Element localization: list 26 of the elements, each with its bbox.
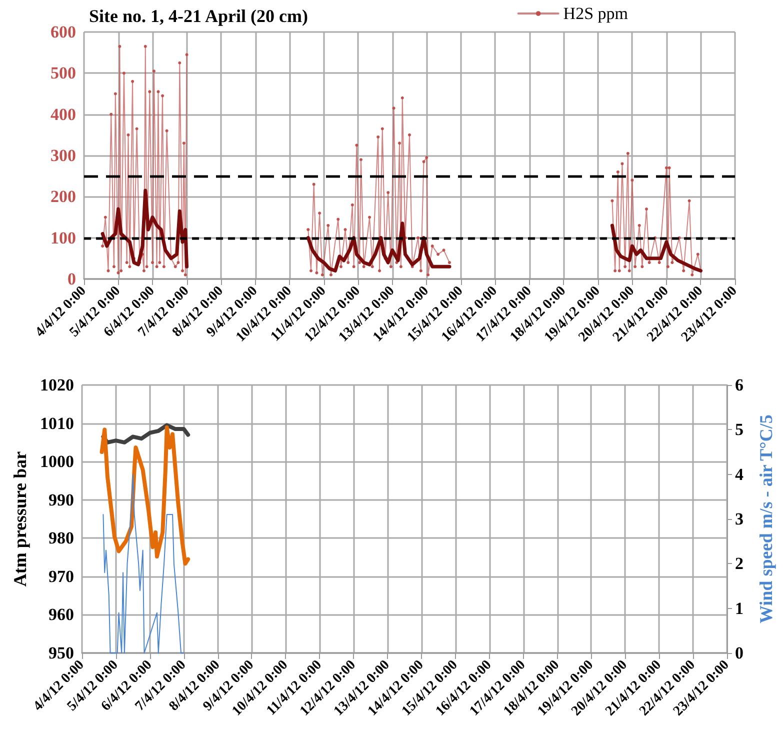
y2-tick-label: 6 <box>735 376 744 394</box>
y-tick-label: 1000 <box>40 452 74 472</box>
y2-tick-label: 0 <box>735 644 744 662</box>
y-tick-label: 950 <box>48 644 74 662</box>
y-tick-label: 990 <box>48 490 74 510</box>
y-tick-label: 600 <box>50 22 76 42</box>
y-tick-label: 100 <box>50 228 76 248</box>
y2-tick-label: 4 <box>735 464 744 484</box>
y-tick-label: 200 <box>50 187 76 206</box>
y2-tick-label: 2 <box>735 554 744 574</box>
y2-axis-title: Wind speed m/s - air T°C/5 <box>756 414 776 624</box>
y-tick-label: 0 <box>68 270 76 288</box>
y2-tick-label: 3 <box>735 510 744 528</box>
y-tick-label: 300 <box>50 146 76 165</box>
y-tick-label: 960 <box>48 605 74 624</box>
legend-label: H2S ppm <box>563 4 628 23</box>
y-tick-label: 980 <box>48 528 74 548</box>
y-tick-label: 400 <box>50 104 76 124</box>
y-tick-label: 970 <box>48 566 74 586</box>
y2-tick-label: 1 <box>735 598 744 618</box>
y2-tick-label: 5 <box>735 420 744 440</box>
y-tick-label: 500 <box>50 64 76 83</box>
y-tick-label: 1010 <box>40 414 74 433</box>
y-tick-label: 1020 <box>40 376 74 394</box>
chart-title: Site no. 1, 4-21 April (20 cm) <box>89 6 308 26</box>
y-axis-title: Atm pressure bar <box>10 451 30 587</box>
